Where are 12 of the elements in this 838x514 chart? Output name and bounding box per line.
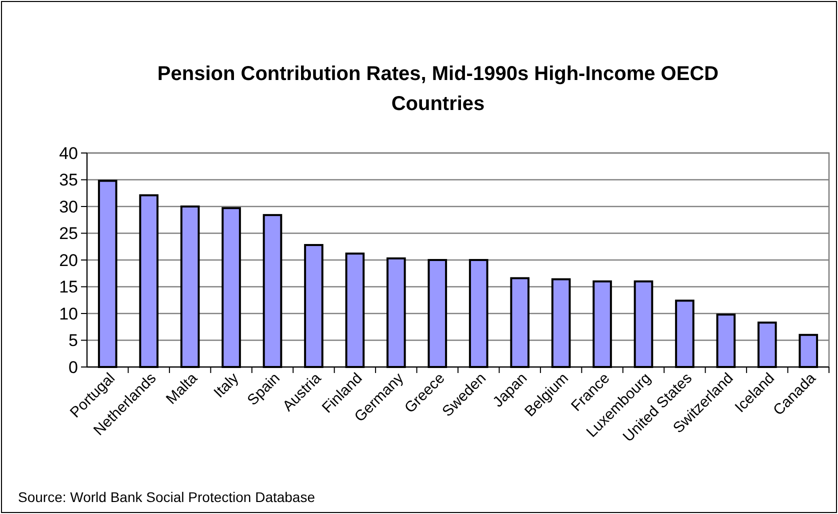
y-tick-label: 5 — [68, 331, 78, 350]
source-note: Source: World Bank Social Protection Database — [18, 489, 316, 505]
y-tick-label: 20 — [59, 250, 78, 270]
y-tick-label: 15 — [59, 278, 78, 297]
y-tick-label: 35 — [59, 170, 78, 190]
y-tick-label: 0 — [68, 358, 78, 377]
x-tick-label: Italy — [210, 369, 242, 402]
y-tick-label: 10 — [59, 304, 78, 324]
y-tick-label: 25 — [59, 224, 78, 244]
chart-title: Pension Contribution Rates, Mid-1990s High-Income OECD Countries — [157, 63, 719, 115]
y-tick-label: 40 — [59, 144, 78, 163]
y-tick-label: 30 — [59, 197, 78, 216]
